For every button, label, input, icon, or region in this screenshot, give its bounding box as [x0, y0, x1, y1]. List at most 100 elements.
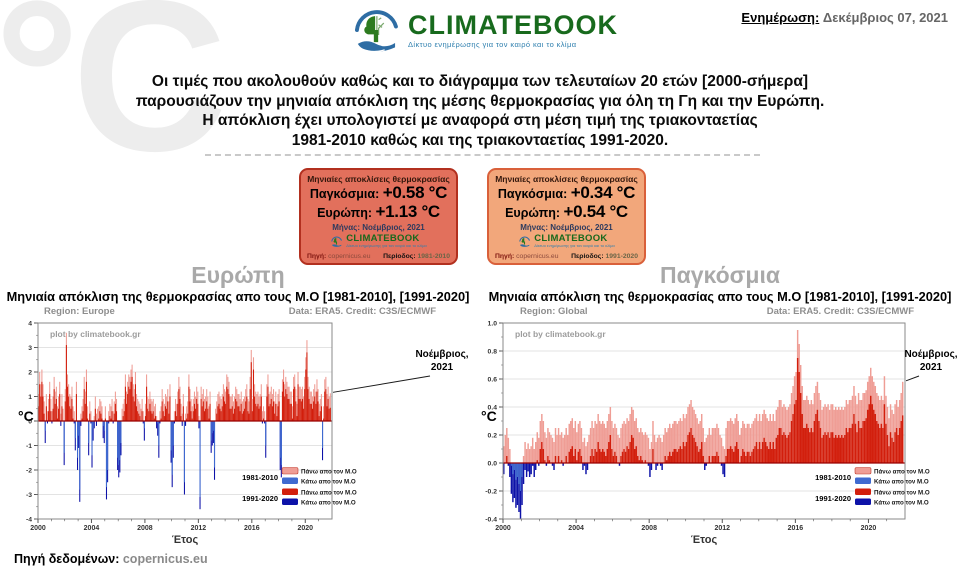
europe-anomaly-row: Ευρώπη: +1.13 °C — [301, 203, 456, 222]
svg-text:4: 4 — [28, 320, 32, 327]
x-axis-label: Έτος — [690, 534, 718, 546]
dashed-divider — [205, 154, 760, 156]
svg-text:2008: 2008 — [641, 525, 657, 531]
svg-text:Πάνω απο τον Μ.Ο: Πάνω απο τον Μ.Ο — [301, 490, 357, 497]
svg-text:2020: 2020 — [861, 525, 877, 531]
global-chart-section: Παγκόσμια Μηνιαία απόκλιση της θερμοκρασ… — [480, 262, 960, 562]
svg-text:0: 0 — [28, 418, 32, 425]
global-label: Παγκόσμια: — [309, 187, 380, 201]
footer-label: Πηγή δεδομένων: — [14, 552, 120, 566]
svg-text:3: 3 — [28, 345, 32, 352]
chart-subtitle-row: Region: Europe Data: ERA5. Credit: C3S/E… — [2, 306, 474, 317]
climatebook-logo-icon — [331, 235, 343, 247]
latest-month-annotation: Νοέμβριος, 2021 — [904, 349, 958, 382]
svg-text:Νοέμβριος,: Νοέμβριος, — [415, 349, 468, 360]
svg-text:2012: 2012 — [191, 525, 207, 531]
chart-title: Μηνιαία απόκλιση της θερμοκρασίας απο το… — [488, 289, 952, 304]
europe-value: +1.13 °C — [375, 202, 441, 221]
region-label: Region: Global — [520, 306, 588, 317]
svg-text:Πάνω απο τον Μ.Ο: Πάνω απο τον Μ.Ο — [301, 469, 357, 476]
svg-text:2008: 2008 — [137, 525, 153, 531]
brand-text: CLIMATEBOOK Δίκτυο ενημέρωσης για τον κα… — [408, 11, 618, 49]
mini-logo-name: CLIMATEBOOK — [534, 233, 608, 244]
mini-logo: CLIMATEBOOK Δίκτυο ενημέρωσης για τον κα… — [489, 234, 644, 248]
svg-text:Κάτω απο τον Μ.Ο: Κάτω απο τον Μ.Ο — [874, 479, 929, 486]
section-heading-global: Παγκόσμια — [660, 262, 780, 288]
global-value: +0.34 °C — [570, 183, 636, 202]
svg-text:1981-2010: 1981-2010 — [242, 473, 278, 482]
intro-line: Οι τιμές που ακολουθούν καθώς και το διά… — [151, 73, 809, 90]
svg-text:1991-2020: 1991-2020 — [815, 494, 851, 503]
climatebook-logo-icon — [354, 10, 398, 53]
mini-logo-name: CLIMATEBOOK — [346, 233, 420, 244]
period-value: 1991-2020 — [605, 253, 638, 260]
source-label: Πηγή: — [307, 253, 327, 260]
global-label: Παγκόσμια: — [497, 187, 568, 201]
global-value: +0.58 °C — [382, 183, 448, 202]
credit-label: Data: ERA5. Credit: C3S/ECMWF — [288, 306, 436, 317]
svg-text:2: 2 — [28, 369, 32, 376]
region-label: Region: Europe — [44, 306, 115, 317]
month-value: Νοέμβριος, 2021 — [550, 223, 613, 232]
month-label: Μήνας: — [332, 223, 360, 232]
svg-text:-0.4: -0.4 — [485, 516, 497, 523]
stats-box-1991-2020: Μηνιαίες αποκλίσεις θερμοκρασίας Παγκόσμ… — [487, 168, 646, 265]
svg-text:2016: 2016 — [244, 525, 260, 531]
latest-month-annotation: Νοέμβριος, 2021 — [332, 349, 469, 393]
svg-text:Κάτω απο τον Μ.Ο: Κάτω απο τον Μ.Ο — [874, 500, 929, 507]
svg-text:2000: 2000 — [30, 525, 46, 531]
svg-text:0.2: 0.2 — [488, 432, 498, 439]
svg-text:1981-2010: 1981-2010 — [815, 473, 851, 482]
update-date: Ενημέρωση: Δεκέμβριος 07, 2021 — [741, 10, 948, 25]
svg-text:2004: 2004 — [568, 525, 584, 531]
stats-box-1981-2010: Μηνιαίες αποκλίσεις θερμοκρασίας Παγκόσμ… — [299, 168, 458, 265]
svg-text:0.0: 0.0 — [488, 460, 498, 467]
svg-text:1991-2020: 1991-2020 — [242, 494, 278, 503]
svg-text:plot by climatebook.gr: plot by climatebook.gr — [50, 329, 141, 339]
box-footer: Πηγή: copernicus.eu Περίοδος: 1991-2020 — [495, 253, 638, 260]
europe-chart-section: Ευρώπη Μηνιαία απόκλιση της θερμοκρασίας… — [2, 262, 474, 562]
europe-label: Ευρώπη: — [317, 206, 373, 220]
bars — [38, 332, 331, 510]
mini-logo-tagline: Δίκτυο ενημέρωσης για τον καιρό και το κ… — [534, 243, 615, 248]
stats-box-title: Μηνιαίες αποκλίσεις θερμοκρασίας — [495, 174, 638, 184]
section-heading-europe: Ευρώπη — [191, 262, 285, 288]
svg-text:0.4: 0.4 — [488, 404, 498, 411]
axes: 1.0 0.8 0.6 0.4 0.2 0.0 -0.2 -0.4 2000 2004 2008 20… — [485, 320, 888, 532]
period-value: 1981-2010 — [417, 253, 450, 260]
svg-text:Νοέμβριος,: Νοέμβριος, — [904, 349, 957, 360]
svg-text:-1: -1 — [26, 443, 32, 450]
month-label: Μήνας: — [520, 223, 548, 232]
chart-title: Μηνιαία απόκλιση της θερμοκρασίας απο το… — [6, 289, 470, 304]
chart-legend: Πάνω απο τον Μ.Ο Κάτω απο τον Μ.Ο Πάνω απο… — [815, 467, 930, 507]
global-anomaly-row: Παγκόσμια: +0.58 °C — [301, 184, 456, 203]
source-value: copernicus.eu — [516, 253, 559, 260]
y-axis-unit: °C — [481, 408, 497, 424]
data-source-footer: Πηγή δεδομένων: copernicus.eu — [14, 552, 208, 566]
svg-text:Πάνω απο τον Μ.Ο: Πάνω απο τον Μ.Ο — [874, 490, 930, 497]
header-brand: CLIMATEBOOK Δίκτυο ενημέρωσης για τον κα… — [350, 4, 618, 56]
europe-label: Ευρώπη: — [505, 206, 561, 220]
axes: 4 3 2 1 0 -1 -2 -3 -4 2000 2004 2008 2012 2016 2020 — [26, 320, 319, 532]
svg-text:0.6: 0.6 — [488, 376, 498, 383]
credit-label: Data: ERA5. Credit: C3S/ECMWF — [766, 306, 914, 317]
source-label: Πηγή: — [495, 253, 515, 260]
mini-logo: CLIMATEBOOK Δίκτυο ενημέρωσης για τον κα… — [301, 234, 456, 248]
month-row: Μήνας: Νοέμβριος, 2021 — [489, 223, 644, 232]
svg-text:-0.2: -0.2 — [485, 488, 497, 495]
month-row: Μήνας: Νοέμβριος, 2021 — [301, 223, 456, 232]
svg-text:-4: -4 — [26, 516, 32, 523]
svg-text:2021: 2021 — [920, 362, 943, 373]
global-anomaly-row: Παγκόσμια: +0.34 °C — [489, 184, 644, 203]
source-value: copernicus.eu — [328, 253, 371, 260]
update-label: Ενημέρωση: — [741, 10, 820, 25]
footer-value: copernicus.eu — [122, 552, 208, 566]
europe-anomaly-chart: 4 3 2 1 0 -1 -2 -3 -4 2000 2004 2008 2012 2016 2020 plo… — [2, 319, 474, 536]
svg-text:2016: 2016 — [788, 525, 804, 531]
degree-celsius-watermark: °C — [0, 0, 227, 196]
svg-text:Κάτω απο τον Μ.Ο: Κάτω απο τον Μ.Ο — [301, 479, 356, 486]
box-footer: Πηγή: copernicus.eu Περίοδος: 1981-2010 — [307, 253, 450, 260]
y-axis-unit: °C — [18, 408, 34, 424]
svg-text:2021: 2021 — [431, 362, 454, 373]
svg-text:Κάτω απο τον Μ.Ο: Κάτω απο τον Μ.Ο — [301, 500, 356, 507]
